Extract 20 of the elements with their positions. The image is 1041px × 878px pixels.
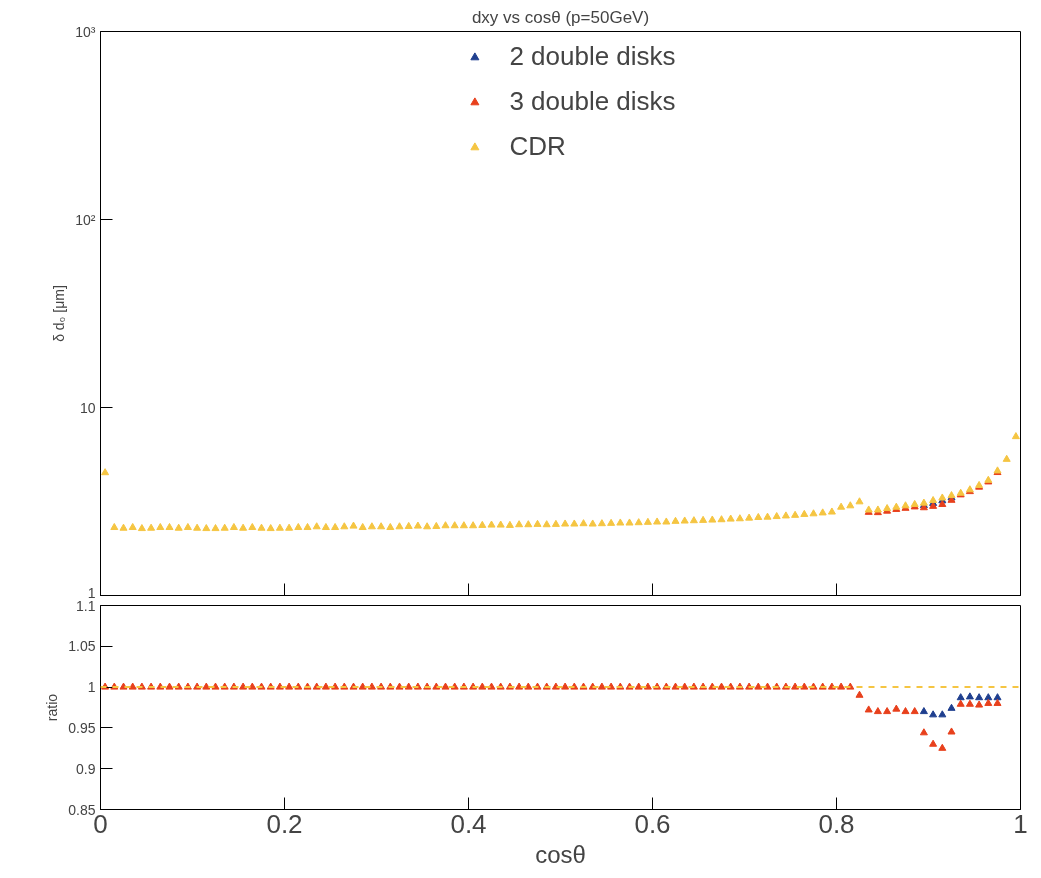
x-tick-label: 0.4 [450,808,487,839]
y-tick-label: 0.85 [68,801,96,818]
y-tick-label: 1.05 [68,638,96,655]
y-tick-label: 10² [75,211,96,228]
legend-label: CDR [509,131,566,162]
y-tick-label: 0.95 [68,719,96,736]
y-tick-label: 0.9 [76,760,96,777]
x-tick-label: 0.2 [266,808,303,839]
y-tick-label: 10³ [75,23,96,40]
x-tick-label: 0.8 [818,808,855,839]
x-tick-label: 0.6 [634,808,671,839]
chart-title: dxy vs cosθ (p=50GeV) [471,7,650,27]
legend-label: 2 double disks [509,41,676,72]
y-axis-title: ratio [44,693,61,722]
y-tick-label: 1 [87,679,96,696]
legend-label: 3 double disks [509,86,676,117]
x-tick-label: 1 [1013,808,1028,839]
y-tick-label: 10 [79,399,96,416]
x-axis-title: cosθ [535,840,586,868]
y-axis-title: δ d₀ [μm] [51,285,68,342]
